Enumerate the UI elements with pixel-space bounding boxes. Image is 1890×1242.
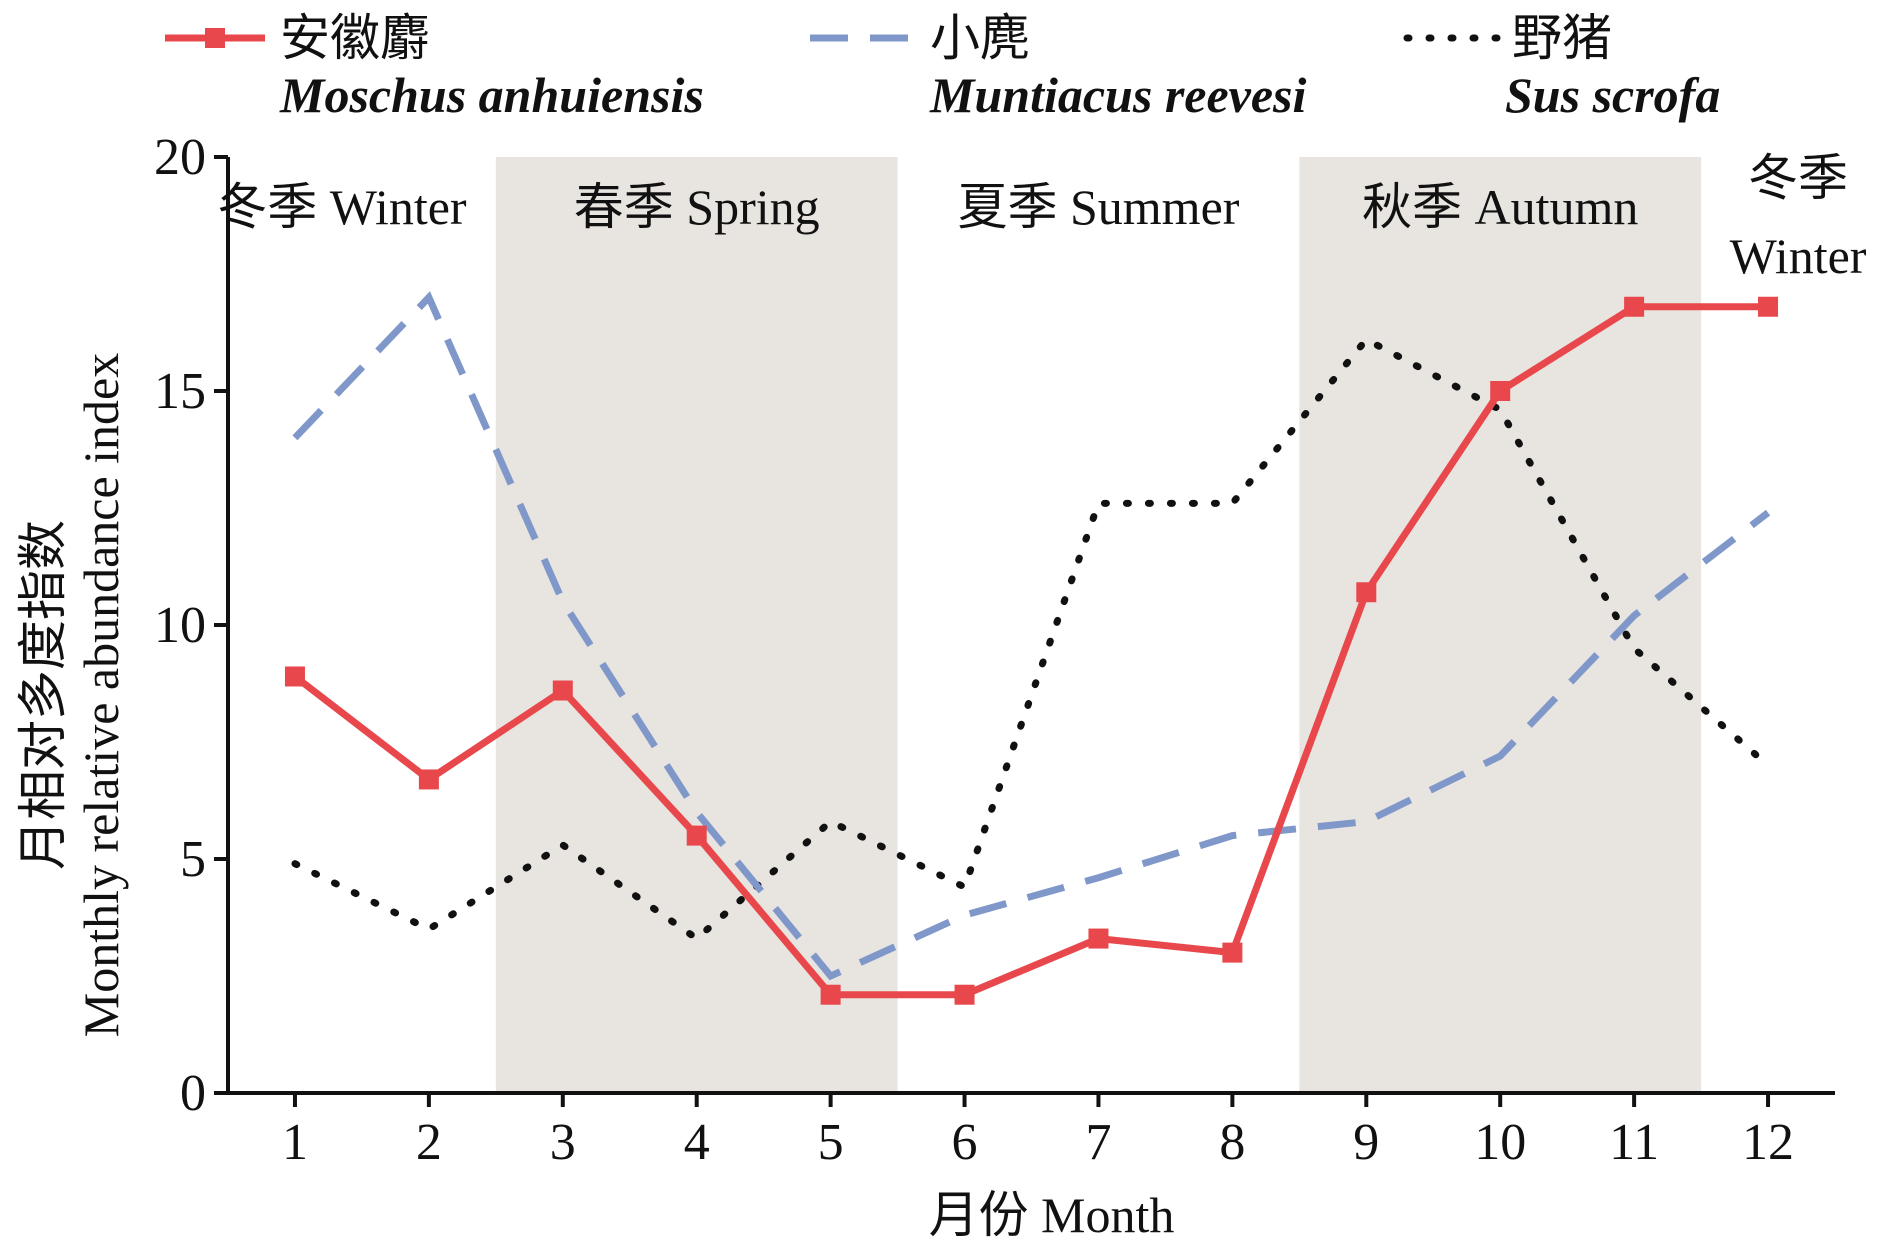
- season-label-4-line2: Winter: [1730, 228, 1867, 284]
- x-tick-label-10: 10: [1474, 1114, 1526, 1171]
- legend-marker-0: [205, 28, 225, 48]
- series-line-0: [292, 303, 1769, 999]
- legend-name-0: 安徽麝: [280, 9, 430, 67]
- series-0-point-6: [954, 984, 975, 1005]
- y-axis-title-cn: 月相对多度指数: [15, 520, 71, 870]
- x-axis-title: 月份 Month: [929, 1187, 1175, 1242]
- series-0-point-4: [686, 825, 707, 846]
- legend-latin-2: Sus scrofa: [1505, 67, 1720, 123]
- series-0-point-9: [1356, 582, 1377, 603]
- legend-latin-0: Moschus anhuiensis: [279, 67, 704, 123]
- season-label-3: 秋季 Autumn: [1362, 179, 1638, 235]
- y-tick-label-5: 5: [180, 831, 206, 888]
- series-0-point-7: [1088, 928, 1109, 949]
- season-label-4-line1: 冬季: [1748, 150, 1848, 206]
- series-line-1: [292, 291, 1771, 981]
- series-0-point-2: [418, 769, 439, 790]
- x-tick-label-7: 7: [1085, 1114, 1111, 1171]
- legend-name-2: 野猪: [1512, 9, 1612, 67]
- x-tick-label-6: 6: [952, 1114, 978, 1171]
- series-0-point-10: [1490, 381, 1511, 401]
- x-tick-label-12: 12: [1742, 1114, 1794, 1171]
- x-tick-label-8: 8: [1219, 1114, 1245, 1171]
- season-label-1: 春季 Spring: [574, 179, 820, 235]
- y-tick-label-0: 0: [180, 1065, 206, 1122]
- y-axis-title-en: Monthly relative abundance index: [73, 353, 129, 1038]
- x-tick-label-1: 1: [282, 1114, 308, 1171]
- x-tick-label-4: 4: [684, 1114, 710, 1171]
- y-tick-label-15: 15: [154, 363, 206, 420]
- series-0-point-5: [820, 984, 841, 1005]
- series-0-point-8: [1222, 942, 1243, 963]
- series-0-point-11: [1624, 296, 1645, 317]
- season-label-0: 冬季 Winter: [217, 179, 467, 235]
- series-0-point-3: [552, 680, 573, 701]
- season-label-2: 夏季 Summer: [957, 179, 1239, 235]
- x-tick-label-11: 11: [1609, 1114, 1659, 1171]
- y-tick-label-10: 10: [154, 597, 206, 654]
- x-tick-label-9: 9: [1353, 1114, 1379, 1171]
- season-band-1: [495, 157, 898, 1093]
- x-tick-label-3: 3: [550, 1114, 576, 1171]
- legend-name-1: 小麂: [930, 9, 1030, 67]
- legend-latin-1: Muntiacus reevesi: [929, 67, 1307, 123]
- series-0-point-1: [284, 666, 305, 687]
- x-tick-label-2: 2: [416, 1114, 442, 1171]
- x-tick-label-5: 5: [818, 1114, 844, 1171]
- y-tick-label-20: 20: [154, 129, 206, 186]
- series-0-point-12: [1758, 296, 1779, 317]
